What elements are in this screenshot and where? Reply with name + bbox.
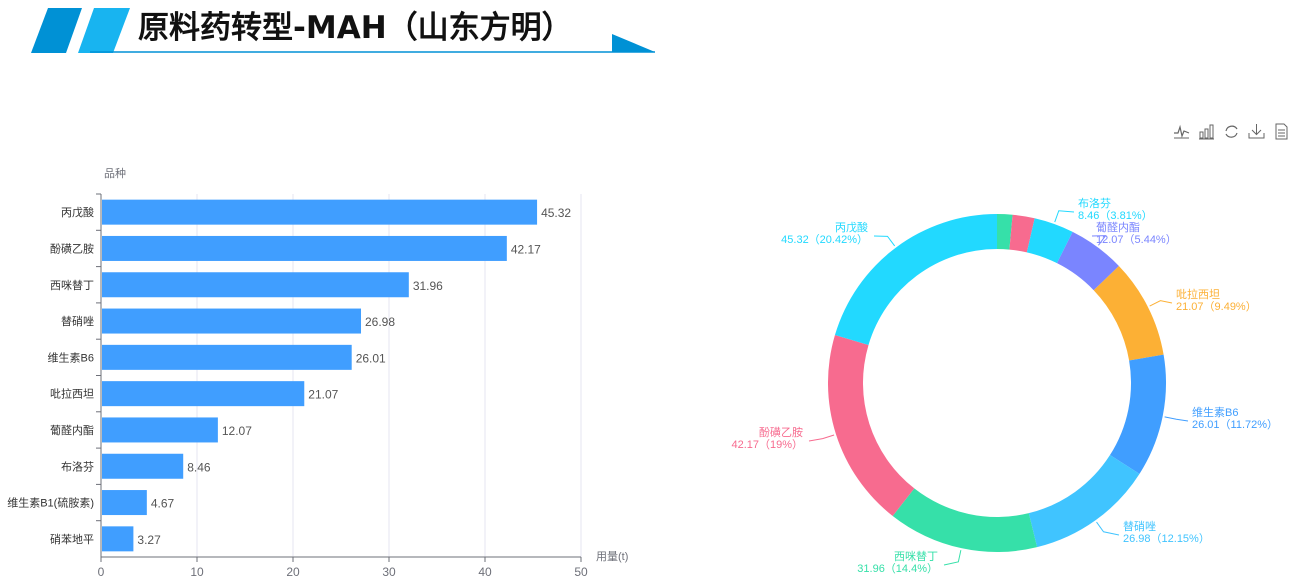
x-tick-label: 0 [98, 565, 105, 579]
header-decoration [31, 8, 655, 53]
bar-value-label: 8.46 [187, 460, 211, 474]
x-tick-label: 50 [574, 565, 588, 579]
page-title: 原料药转型-MAH（山东方明） [138, 10, 573, 46]
bar [102, 490, 147, 516]
donut-slice [1109, 354, 1166, 474]
donut-slice [828, 334, 915, 516]
donut-slice [834, 214, 997, 345]
donut-slice [1093, 265, 1164, 361]
bar [102, 235, 507, 261]
donut-slice [1056, 231, 1119, 291]
label-leader-line [873, 235, 896, 247]
x-axis-title: 用量(t) [596, 550, 628, 563]
slice-value-label: 12.07（5.44%） [1096, 233, 1177, 246]
slice-value-label: 31.96（14.4%） [857, 562, 938, 575]
label-leader-line [943, 550, 962, 566]
bar-value-label: 31.96 [413, 279, 443, 293]
bar-value-label: 42.17 [511, 242, 541, 256]
bar [102, 308, 362, 334]
bar-value-label: 4.67 [151, 497, 175, 511]
line-chart-icon[interactable] [1172, 122, 1191, 141]
bar [102, 344, 352, 370]
slice-name-label: 酚磺乙胺 [759, 425, 803, 439]
y-tick-label: 硝苯地平 [50, 532, 94, 546]
y-tick-label: 替硝唑 [61, 314, 94, 328]
x-tick-label: 10 [190, 565, 204, 579]
slice-name-label: 丙戊酸 [835, 220, 868, 234]
y-tick-label: 西咪替丁 [50, 278, 94, 292]
bar [102, 526, 134, 552]
label-leader-line [808, 434, 835, 442]
x-tick-label: 20 [286, 565, 300, 579]
slice-value-label: 26.98（12.15%） [1123, 532, 1210, 545]
bar [102, 417, 218, 443]
slice-name-label: 吡拉西坦 [1176, 287, 1220, 301]
bar-value-label: 3.27 [137, 533, 161, 547]
slice-name-label: 西咪替丁 [894, 549, 938, 563]
slice-value-label: 26.01（11.72%） [1192, 418, 1278, 431]
slice-name-label: 维生素B6 [1192, 405, 1238, 419]
x-tick-label: 40 [478, 565, 492, 579]
bar-value-label: 45.32 [541, 206, 571, 220]
slice-name-label: 布洛芬 [1078, 196, 1111, 210]
slice-name-label: 替硝唑 [1123, 519, 1156, 533]
y-tick-label: 维生素B1(硫胺素) [7, 496, 94, 510]
label-leader-line [1054, 210, 1075, 223]
download-icon[interactable] [1247, 122, 1266, 141]
slice-value-label: 21.07（9.49%） [1176, 300, 1257, 313]
bar [102, 272, 409, 298]
slice-name-label: 葡醛内酯 [1096, 220, 1140, 234]
x-tick-label: 30 [382, 565, 396, 579]
bar-chart-icon[interactable] [1197, 122, 1216, 141]
y-tick-label: 吡拉西坦 [50, 387, 94, 401]
donut-slice [1026, 218, 1073, 264]
y-axis-title: 品种 [104, 166, 126, 180]
slice-value-label: 42.17（19%） [731, 438, 803, 451]
bar-value-label: 26.98 [365, 315, 395, 329]
y-tick-label: 酚磺乙胺 [50, 241, 94, 255]
y-tick-label: 葡醛内酯 [50, 423, 94, 437]
donut-slice [1009, 214, 1035, 253]
restore-icon[interactable] [1222, 122, 1241, 141]
bar [102, 453, 184, 479]
donut-slice [1028, 455, 1140, 548]
donut-slice [892, 488, 1038, 552]
chart-toolbox [1172, 122, 1291, 141]
page-header: 原料药转型-MAH（山东方明） [0, 0, 660, 60]
slice-value-label: 45.32（20.42%） [781, 233, 868, 246]
bar-value-label: 12.07 [222, 424, 252, 438]
label-leader-line [1091, 235, 1107, 246]
y-tick-label: 维生素B6 [48, 350, 94, 364]
label-leader-line [1164, 416, 1189, 422]
bar [102, 381, 305, 407]
bar-value-label: 21.07 [308, 388, 338, 402]
bar-value-label: 26.01 [356, 351, 386, 365]
y-tick-label: 丙戊酸 [61, 205, 94, 219]
donut-slice [997, 214, 1013, 250]
label-leader-line [1149, 300, 1173, 307]
slice-value-label: 8.46（3.81%） [1078, 209, 1153, 222]
label-leader-line [1096, 521, 1120, 536]
y-tick-label: 布洛芬 [61, 459, 94, 473]
bar [102, 199, 538, 225]
data-view-icon[interactable] [1272, 122, 1291, 141]
